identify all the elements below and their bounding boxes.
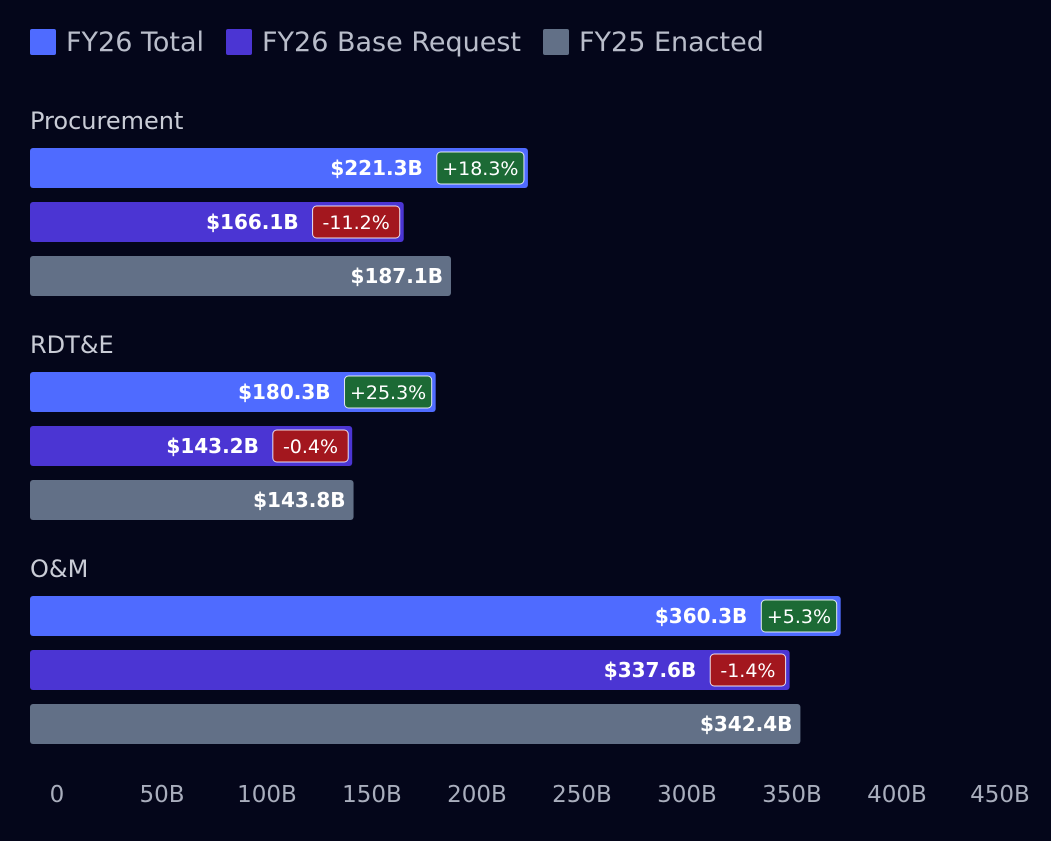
legend-label-fy26-base-request: FY26 Base Request [262,26,521,58]
category-label-o-m: O&M [30,555,88,583]
legend-swatch-fy25-enacted [543,29,569,55]
x-tick-label-400: 400B [867,782,927,808]
value-label-fy25-enacted-procurement: $187.1B [351,264,443,288]
category-label-rdt-e: RDT&E [30,331,114,359]
value-label-fy25-enacted-rdt-e: $143.8B [253,488,345,512]
category-label-procurement: Procurement [30,107,183,135]
change-label-fy26-base-request-procurement: -11.2% [323,212,390,234]
legend-label-fy26-total: FY26 Total [66,26,205,58]
bar-fy25-enacted-o-m[interactable] [30,704,801,744]
legend-item-fy26-total[interactable]: FY26 Total [30,27,204,58]
change-label-fy26-total-rdt-e: +25.3% [350,382,426,404]
bar-fy26-base-request-o-m[interactable] [30,650,790,690]
x-tick-label-50: 50B [139,782,184,808]
bar-fy26-total-o-m[interactable] [30,596,841,636]
bar-fy26-base-request-rdt-e[interactable] [30,426,353,466]
x-tick-label-200: 200B [447,782,507,808]
bar-fy26-total-rdt-e[interactable] [30,372,436,412]
change-label-fy26-base-request-rdt-e: -0.4% [283,436,338,458]
value-label-fy26-base-request-procurement: $166.1B [206,210,298,234]
value-label-fy26-total-o-m: $360.3B [655,604,747,628]
bar-fy26-total-procurement[interactable] [30,148,528,188]
x-tick-label-250: 250B [552,782,612,808]
change-label-fy26-total-o-m: +5.3% [767,606,831,628]
change-badge-fy26-base-request-procurement [312,205,401,239]
x-tick-label-100: 100B [237,782,297,808]
value-label-fy26-base-request-rdt-e: $143.2B [166,434,258,458]
legend-label-fy25-enacted: FY25 Enacted [579,26,764,58]
change-badge-fy26-total-procurement [436,151,525,185]
value-label-fy26-total-procurement: $221.3B [330,156,422,180]
x-tick-label-300: 300B [657,782,717,808]
value-label-fy26-total-rdt-e: $180.3B [238,380,330,404]
chart-legend: FY26 Total FY26 Base Request FY25 Enacte… [30,24,786,60]
legend-item-fy26-base-request[interactable]: FY26 Base Request [226,27,521,58]
change-label-fy26-total-procurement: +18.3% [442,158,518,180]
change-badge-fy26-base-request-o-m [709,653,787,687]
bar-fy25-enacted-procurement[interactable] [30,256,451,296]
change-label-fy26-base-request-o-m: -1.4% [720,660,775,682]
x-tick-label-450: 450B [970,782,1030,808]
x-tick-label-0: 0 [50,782,65,808]
legend-swatch-fy26-total [30,29,56,55]
change-badge-fy26-total-rdt-e [344,375,433,409]
change-badge-fy26-base-request-rdt-e [272,429,349,463]
x-tick-label-350: 350B [762,782,822,808]
value-label-fy25-enacted-o-m: $342.4B [700,712,792,736]
x-tick-label-150: 150B [342,782,402,808]
bar-fy25-enacted-rdt-e[interactable] [30,480,354,520]
legend-swatch-fy26-base-request [226,29,253,55]
legend-item-fy25-enacted[interactable]: FY25 Enacted [543,27,764,58]
bar-fy26-base-request-procurement[interactable] [30,202,404,242]
value-label-fy26-base-request-o-m: $337.6B [604,658,696,682]
change-badge-fy26-total-o-m [760,599,838,633]
